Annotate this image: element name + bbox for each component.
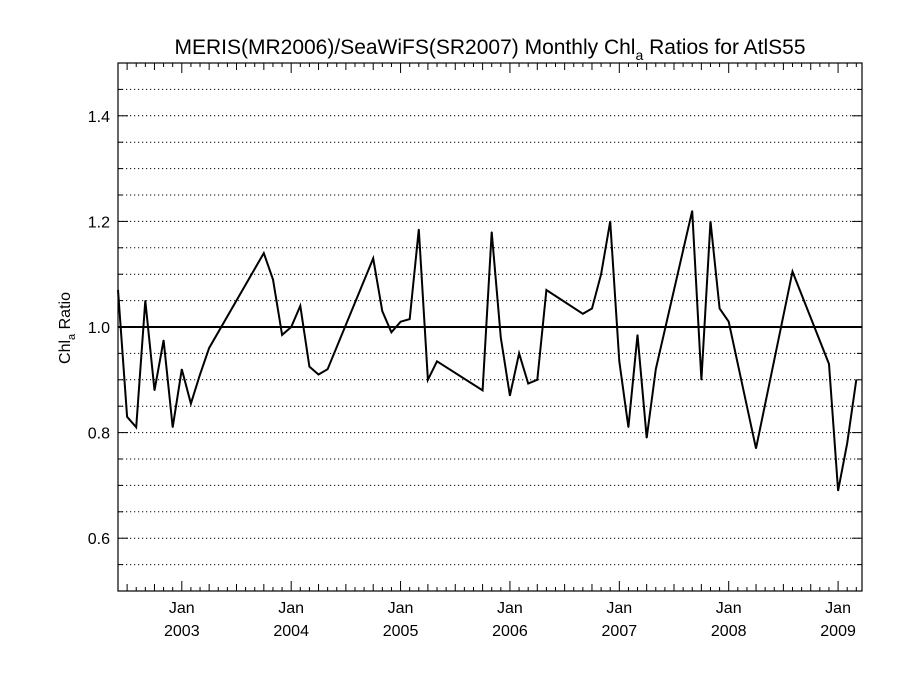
data-point [791,270,794,273]
data-point [609,220,611,222]
data-point [846,442,848,444]
chart-title-subscript: a [635,47,643,63]
x-tick-month-label: Jan [169,600,195,617]
y-tick-label: 1.4 [88,109,110,126]
y-axis-label-suffix: Ratio [57,292,74,334]
data-point [481,389,484,391]
data-point [491,231,493,233]
data-point [399,321,402,323]
x-tick-month-label: Jan [278,600,304,617]
y-axis-label-subscript: a [66,333,78,340]
data-point [837,490,839,492]
data-point [381,310,383,312]
data-point [327,368,329,370]
data-point [436,360,438,362]
data-point [372,257,374,259]
data-point [709,220,712,222]
data-point [728,321,730,323]
x-tick-year-label: 2004 [273,623,309,640]
x-tick-year-label: 2006 [492,623,528,640]
data-point [390,331,393,333]
data-point [172,426,174,428]
x-tick-year-label: 2008 [711,623,747,640]
data-point [527,382,529,385]
y-axis-label: Chla Ratio [57,292,78,364]
y-axis-label-main: Chl [57,340,74,364]
y-tick-label: 1.0 [88,320,110,337]
data-point [755,447,757,450]
data-point [290,326,292,328]
data-point [545,289,547,291]
y-tick-label: 1.2 [88,214,110,231]
chart-title-main: MERIS(MR2006)/SeaWiFS(SR2007) Monthly Ch… [174,36,635,59]
x-tick-year-label: 2007 [602,623,638,640]
x-tick-month-label: Jan [388,600,414,617]
data-point [126,416,128,418]
data-point [263,252,265,254]
chart-title-suffix: Ratios for AtlS55 [643,36,805,59]
x-tick-month-label: Jan [497,600,523,617]
data-point [308,366,311,368]
series-layer [117,210,858,492]
data-point [518,352,520,354]
data-point [591,307,593,310]
data-point [153,389,156,391]
data-point [418,228,420,230]
data-point [135,426,137,428]
data-point [582,313,584,315]
data-point [618,360,620,362]
data-point [299,305,301,307]
data-point [317,373,320,376]
data-point [828,363,830,365]
data-point [627,426,630,428]
data-point [162,339,165,341]
data-point [655,368,657,370]
data-point [181,368,183,370]
data-point [855,379,857,381]
data-point [718,307,721,310]
x-tick-month-label: Jan [606,600,632,617]
data-point [199,373,201,376]
x-tick-month-label: Jan [825,600,851,617]
x-tick-year-label: 2003 [164,623,200,640]
data-point [646,437,648,439]
x-tick-year-label: 2009 [820,623,856,640]
data-point [500,336,502,339]
data-point [536,379,538,381]
data-point [509,395,511,397]
y-tick-label: 0.8 [88,426,110,443]
data-point [409,318,411,320]
data-point [208,347,210,349]
data-point [700,379,702,381]
x-tick-month-label: Jan [716,600,742,617]
x-tick-year-label: 2005 [383,623,419,640]
x-axis: Jan 2003 Jan 2004 Jan 2005 Jan 2006 Jan 2007 Jan 20… [117,63,857,640]
y-tick-label: 0.6 [88,531,110,548]
chart-title: MERIS(MR2006)/SeaWiFS(SR2007) Monthly Ch… [174,36,805,63]
data-point [190,402,192,405]
data-point [600,273,602,275]
data-point [427,379,429,381]
data-point [144,300,146,302]
data-point [272,278,274,281]
data-point [281,334,283,336]
data-point [691,210,693,212]
y-axis: 0.6 0.8 1.0 1.2 1.4 [88,62,862,592]
data-point [636,334,639,336]
